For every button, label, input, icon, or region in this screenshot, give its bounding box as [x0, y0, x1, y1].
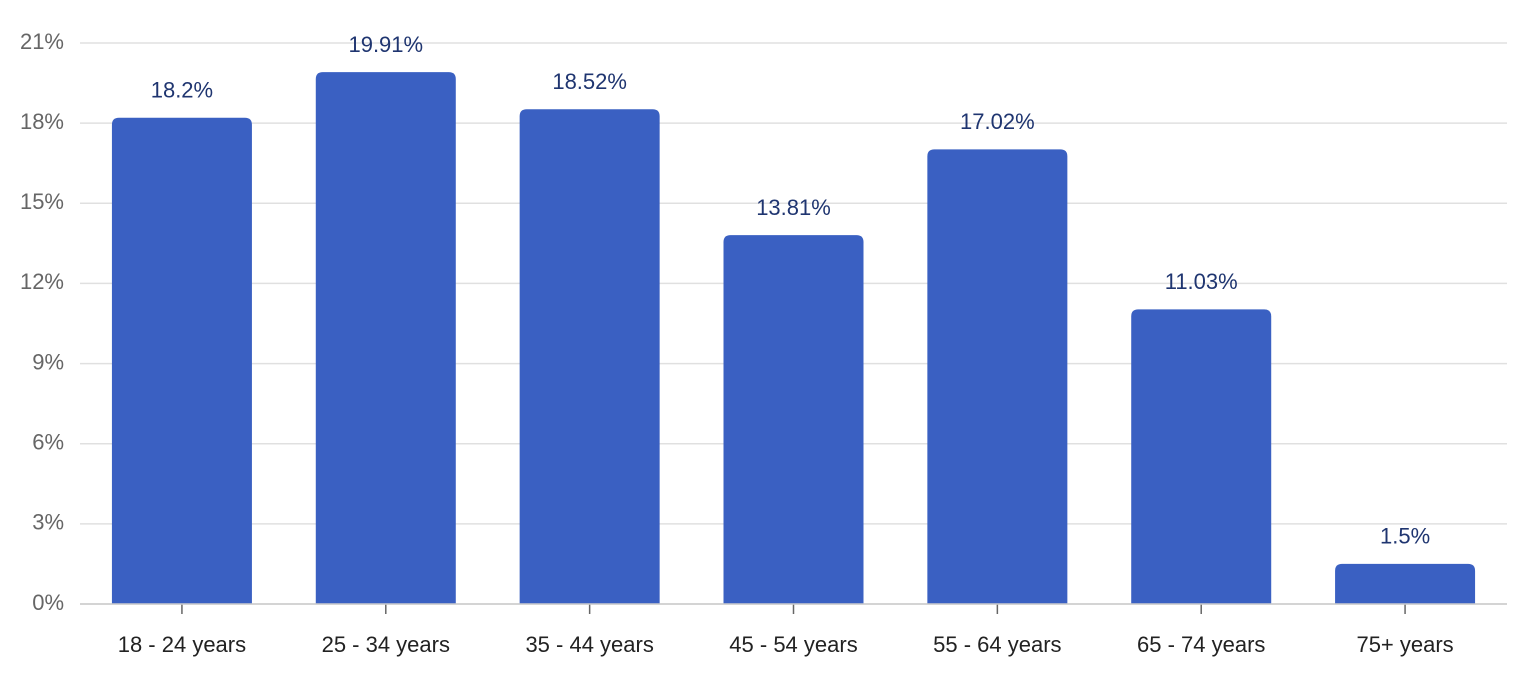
y-tick-label: 3% — [32, 510, 64, 535]
y-tick-label: 15% — [20, 189, 64, 214]
bar — [111, 117, 252, 605]
x-tick-label: 25 - 34 years — [322, 632, 450, 657]
value-label: 18.2% — [151, 78, 213, 103]
y-tick-label: 21% — [20, 29, 64, 54]
y-tick-label: 18% — [20, 109, 64, 134]
x-tick-label: 45 - 54 years — [729, 632, 857, 657]
bar — [927, 149, 1068, 604]
x-tick-label: 35 - 44 years — [525, 632, 653, 657]
bar — [1131, 309, 1272, 604]
bar — [1335, 563, 1476, 604]
value-label: 1.5% — [1380, 524, 1430, 549]
bar — [723, 235, 864, 604]
value-label: 18.52% — [552, 69, 627, 94]
bar — [519, 109, 660, 604]
y-tick-label: 0% — [32, 590, 64, 615]
y-tick-label: 12% — [20, 269, 64, 294]
y-tick-label: 6% — [32, 430, 64, 455]
bar — [315, 72, 456, 604]
value-label: 11.03% — [1165, 269, 1238, 294]
x-tick-label: 75+ years — [1356, 632, 1453, 657]
x-tick-label: 18 - 24 years — [118, 632, 246, 657]
value-label: 13.81% — [756, 195, 831, 220]
x-tick-label: 55 - 64 years — [933, 632, 1061, 657]
x-tick-label: 65 - 74 years — [1137, 632, 1265, 657]
y-tick-label: 9% — [32, 349, 64, 374]
value-label: 19.91% — [348, 32, 423, 57]
value-label: 17.02% — [960, 109, 1035, 134]
